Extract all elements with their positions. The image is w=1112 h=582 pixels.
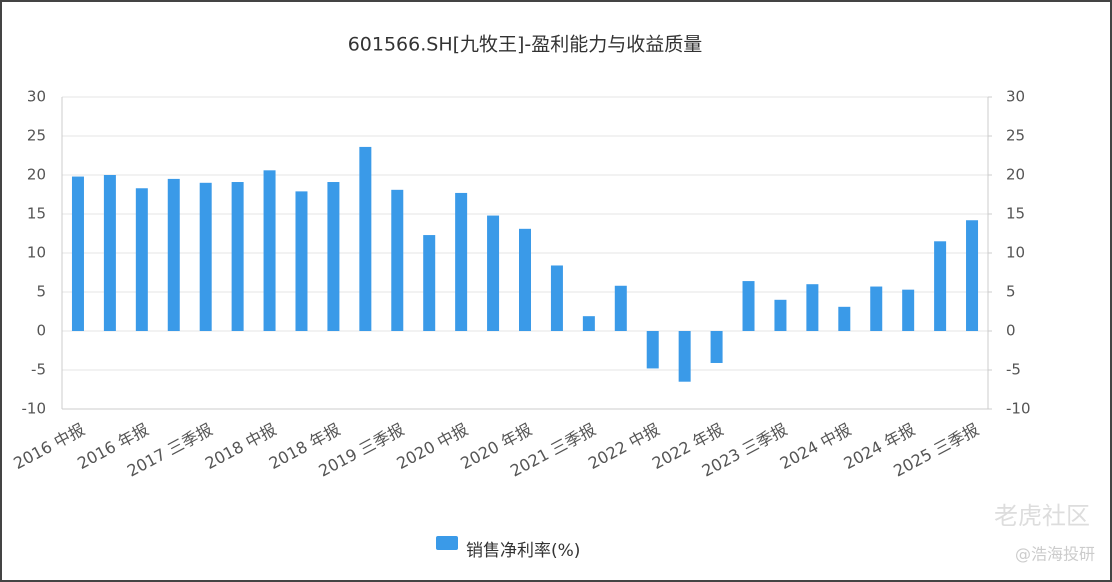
y-tick-label: 5: [36, 283, 46, 301]
y-tick-label: -5: [31, 361, 46, 379]
bar: [710, 331, 723, 363]
bar: [103, 175, 116, 331]
bar: [231, 182, 244, 331]
bar: [742, 281, 755, 331]
bar: [423, 235, 436, 331]
bar: [838, 306, 851, 331]
y2-tick-label: 5: [1006, 283, 1016, 301]
y2-tick-label: 15: [1006, 205, 1025, 223]
legend-swatch: [436, 536, 458, 550]
bar: [774, 299, 787, 331]
chart-title: 601566.SH[九牧王]-盈利能力与收益质量: [348, 34, 703, 56]
y2-tick-label: -5: [1006, 361, 1021, 379]
bar: [295, 191, 308, 331]
y-tick-label: 25: [27, 127, 46, 145]
y-tick-label: -10: [22, 400, 47, 418]
y2-tick-label: 0: [1006, 322, 1016, 340]
y-tick-label: 0: [36, 322, 46, 340]
y-tick-label: 20: [27, 166, 46, 184]
bar: [646, 331, 659, 369]
bar: [550, 265, 563, 331]
bar: [902, 289, 915, 331]
bar: [582, 316, 595, 331]
y-tick-label: 30: [27, 88, 46, 106]
bar: [167, 178, 180, 331]
y2-tick-label: 25: [1006, 127, 1025, 145]
bar: [391, 189, 404, 331]
legend-label: 销售净利率(%): [466, 541, 580, 561]
bar: [678, 331, 691, 382]
watermark: @浩海投研: [1015, 545, 1095, 564]
bar: [934, 241, 947, 331]
y2-tick-label: -10: [1006, 400, 1031, 418]
bar: [135, 188, 148, 331]
bar: [455, 192, 468, 331]
y2-tick-label: 10: [1006, 244, 1025, 262]
bar: [487, 215, 500, 331]
bar: [806, 284, 819, 331]
y2-tick-label: 20: [1006, 166, 1025, 184]
bar: [966, 220, 979, 331]
bar: [199, 182, 212, 331]
bar: [71, 176, 84, 331]
y-tick-label: 15: [27, 205, 46, 223]
bar: [614, 285, 627, 331]
bar: [327, 182, 340, 331]
y2-tick-label: 30: [1006, 88, 1025, 106]
bar: [870, 286, 883, 331]
y-tick-label: 10: [27, 244, 46, 262]
bar: [263, 170, 276, 331]
watermark: 老虎社区: [994, 502, 1090, 530]
bar: [359, 146, 372, 331]
bar: [519, 228, 531, 331]
